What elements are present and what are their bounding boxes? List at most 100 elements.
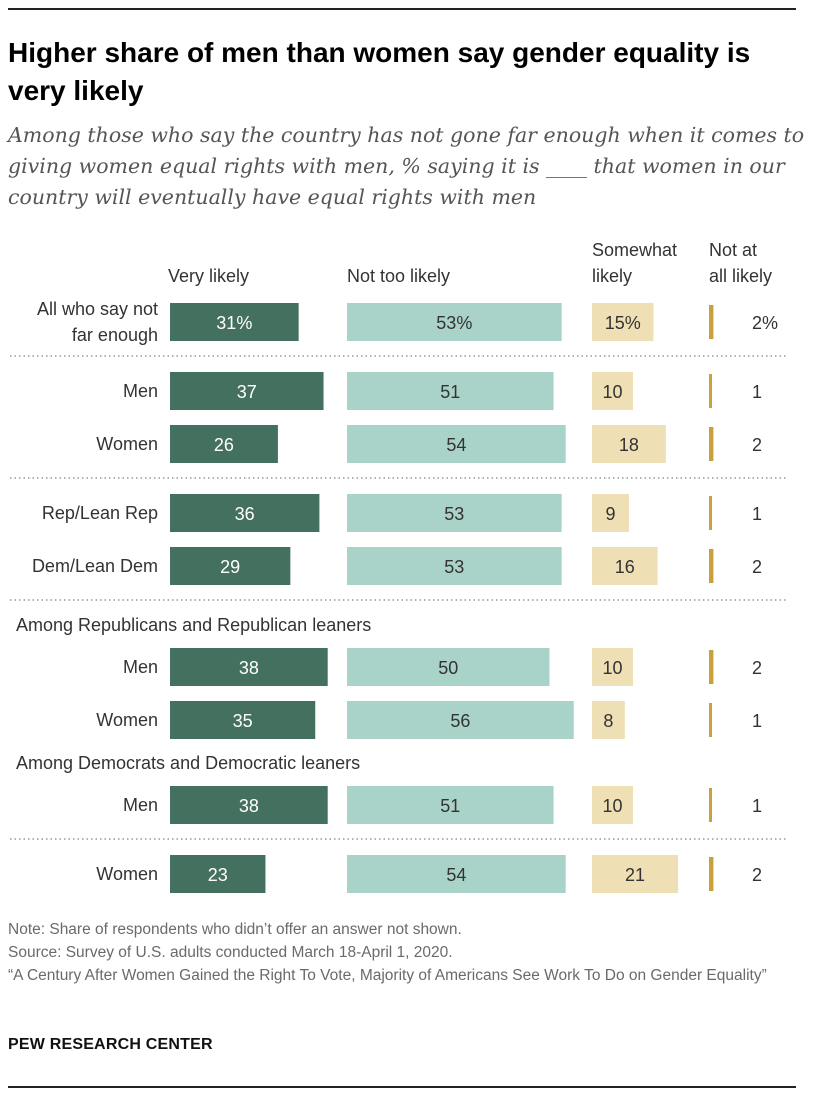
note-text: Note: Share of respondents who didn’t of… bbox=[8, 921, 462, 938]
bar-very-likely bbox=[170, 425, 278, 463]
value-label: 51 bbox=[440, 796, 460, 816]
value-label: 50 bbox=[438, 658, 458, 678]
value-label: 23 bbox=[208, 865, 228, 885]
bar-somewhat-likely bbox=[592, 425, 666, 463]
value-label: 31% bbox=[216, 313, 252, 333]
bar-not-at-all-likely bbox=[709, 305, 714, 339]
bar-not-at-all-likely bbox=[709, 703, 712, 737]
legend-label-3: likely bbox=[592, 266, 632, 286]
legend-label-2: Not too likely bbox=[347, 266, 450, 286]
value-label: 53 bbox=[444, 557, 464, 577]
top-rule bbox=[8, 8, 796, 10]
value-label: 8 bbox=[603, 711, 613, 731]
bar-very-likely bbox=[170, 648, 328, 686]
value-label: 1 bbox=[752, 796, 762, 816]
value-label: 2 bbox=[752, 865, 762, 885]
bottom-rule bbox=[8, 1086, 796, 1088]
value-label: 2 bbox=[752, 658, 762, 678]
bar-somewhat-likely bbox=[592, 494, 629, 532]
value-label: 10 bbox=[602, 658, 622, 678]
value-label: 36 bbox=[235, 504, 255, 524]
row-label: Women bbox=[96, 864, 158, 884]
value-label: 1 bbox=[752, 504, 762, 524]
bar-not-too-likely bbox=[347, 648, 550, 686]
row-label: Rep/Lean Rep bbox=[42, 503, 158, 523]
chart: Very likely Not too likely Somewhat likely N… bbox=[10, 240, 786, 893]
report-title-text: “A Century After Women Gained the Right … bbox=[8, 967, 767, 984]
value-label: 2 bbox=[752, 435, 762, 455]
value-label: 16 bbox=[615, 557, 635, 577]
chart-title: Higher share of men than women say gende… bbox=[8, 37, 751, 106]
value-label: 56 bbox=[450, 711, 470, 731]
value-label: 10 bbox=[602, 382, 622, 402]
bar-not-too-likely bbox=[347, 303, 562, 341]
value-label: 26 bbox=[214, 435, 234, 455]
value-label: 54 bbox=[446, 435, 466, 455]
brand-name: PEW RESEARCH CENTER bbox=[8, 1036, 213, 1053]
source-text: Source: Survey of U.S. adults conducted … bbox=[8, 944, 453, 961]
value-label: 37 bbox=[237, 382, 257, 402]
bar-not-at-all-likely bbox=[709, 496, 712, 530]
value-label: 51 bbox=[440, 382, 460, 402]
row-label: Women bbox=[96, 710, 158, 730]
bar-somewhat-likely bbox=[592, 648, 633, 686]
bar-not-too-likely bbox=[347, 786, 554, 824]
row-label: Men bbox=[123, 657, 158, 677]
bar-not-too-likely bbox=[347, 547, 562, 585]
row-label: Dem/Lean Dem bbox=[32, 556, 158, 576]
bar-not-too-likely bbox=[347, 425, 566, 463]
bar-somewhat-likely bbox=[592, 701, 625, 739]
bar-very-likely bbox=[170, 701, 316, 739]
value-label: 2 bbox=[752, 557, 762, 577]
bar-very-likely bbox=[170, 786, 328, 824]
bar-very-likely bbox=[170, 547, 291, 585]
bar-not-at-all-likely bbox=[709, 427, 714, 461]
value-label: 15% bbox=[605, 313, 641, 333]
bar-not-too-likely bbox=[347, 855, 566, 893]
row-label: All who say not bbox=[37, 299, 158, 319]
chart-subtitle: Among those who say the country has not … bbox=[8, 123, 805, 209]
bar-very-likely bbox=[170, 494, 320, 532]
bar-somewhat-likely bbox=[592, 547, 658, 585]
value-label: 35 bbox=[233, 711, 253, 731]
value-label: 29 bbox=[220, 557, 240, 577]
row-label: Men bbox=[123, 381, 158, 401]
bar-somewhat-likely bbox=[592, 855, 679, 893]
bar-somewhat-likely bbox=[592, 303, 654, 341]
bar-very-likely bbox=[170, 855, 266, 893]
bar-not-at-all-likely bbox=[709, 650, 714, 684]
bar-somewhat-likely bbox=[592, 372, 633, 410]
bar-somewhat-likely bbox=[592, 786, 633, 824]
bar-not-too-likely bbox=[347, 372, 554, 410]
legend-label-4: all likely bbox=[709, 266, 772, 286]
bar-not-at-all-likely bbox=[709, 374, 712, 408]
value-label: 1 bbox=[752, 382, 762, 402]
value-label: 54 bbox=[446, 865, 466, 885]
legend-label-4: Not at bbox=[709, 240, 757, 260]
value-label: 38 bbox=[239, 658, 259, 678]
value-label: 1 bbox=[752, 711, 762, 731]
bar-not-at-all-likely bbox=[709, 788, 712, 822]
value-label: 18 bbox=[619, 435, 639, 455]
bar-not-too-likely bbox=[347, 701, 574, 739]
section-label: Among Democrats and Democratic leaners bbox=[16, 753, 360, 773]
value-label: 2% bbox=[752, 313, 778, 333]
row-label: far enough bbox=[72, 325, 158, 345]
row-label: Women bbox=[96, 434, 158, 454]
value-label: 38 bbox=[239, 796, 259, 816]
value-label: 53 bbox=[444, 504, 464, 524]
legend-label-3: Somewhat bbox=[592, 240, 677, 260]
legend-label-1: Very likely bbox=[168, 266, 249, 286]
value-label: 10 bbox=[602, 796, 622, 816]
section-label: Among Republicans and Republican leaners bbox=[16, 615, 371, 635]
value-label: 21 bbox=[625, 865, 645, 885]
row-label: Men bbox=[123, 795, 158, 815]
value-label: 9 bbox=[605, 504, 615, 524]
bar-very-likely bbox=[170, 372, 324, 410]
bar-not-at-all-likely bbox=[709, 857, 714, 891]
bar-very-likely bbox=[170, 303, 299, 341]
bar-not-too-likely bbox=[347, 494, 562, 532]
chart-notes: Note: Share of respondents who didn’t of… bbox=[8, 918, 808, 987]
bar-not-at-all-likely bbox=[709, 549, 714, 583]
value-label: 53% bbox=[436, 313, 472, 333]
